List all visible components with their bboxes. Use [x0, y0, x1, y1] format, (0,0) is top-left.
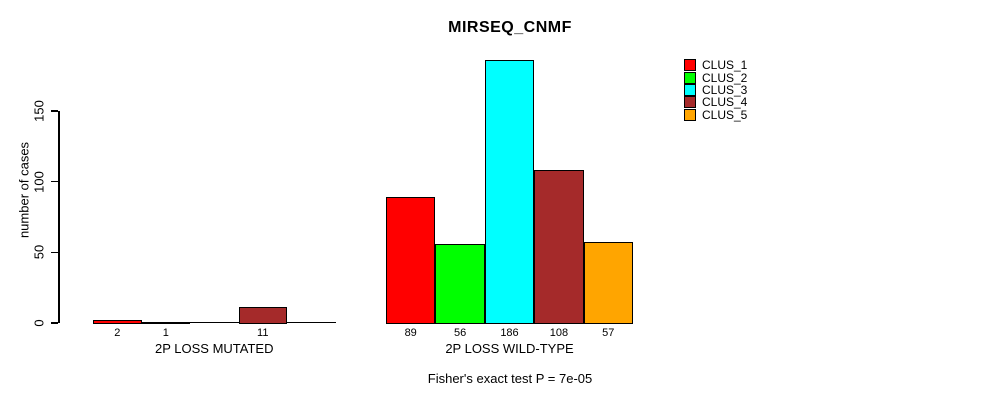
bar-clus-4-group-2 [534, 170, 584, 325]
bar-clus-1-group-1 [93, 320, 142, 325]
bar-value-label: 89 [404, 327, 417, 339]
y-tick-mark [51, 322, 58, 324]
bar-value-label: 57 [602, 327, 615, 339]
legend-swatch-clus-4 [684, 96, 696, 109]
x-axis-baseline [93, 321, 336, 323]
legend-label: CLUS_3 [702, 82, 748, 97]
legend-swatch-clus-3 [684, 83, 696, 96]
bar-clus-2-group-2 [435, 243, 485, 325]
bar-value-label: 56 [453, 327, 467, 339]
y-tick-label: 0 [31, 319, 47, 327]
y-tick-mark [51, 110, 58, 112]
legend-item: CLUS_2 [684, 70, 748, 85]
chart-title: MIRSEQ_CNMF [448, 19, 572, 36]
bar-clus-1-group-2 [386, 197, 436, 325]
bar-clus-4-group-1 [238, 307, 287, 325]
legend: CLUS_1 CLUS_2 CLUS_3 CLUS_4 CLUS_5 [684, 59, 747, 121]
group-label: 2P LOSS MUTATED [155, 341, 274, 356]
legend-item: CLUS_3 [684, 82, 748, 97]
legend-swatch-clus-2 [684, 71, 696, 84]
legend-swatch-clus-1 [684, 59, 696, 72]
bar-clus-3-group-2 [484, 60, 535, 325]
bar-clus-2-group-1 [141, 321, 190, 325]
y-tick-mark [51, 180, 58, 183]
legend-label: CLUS_4 [702, 95, 748, 110]
y-tick-label: 50 [31, 245, 47, 260]
y-tick-mark [51, 251, 58, 254]
group-label: 2P LOSS WILD-TYPE [445, 341, 574, 356]
bar-value-label: 186 [500, 327, 519, 339]
legend-item: CLUS_5 [684, 107, 748, 122]
legend-item: CLUS_1 [684, 58, 748, 73]
bar-value-label: 1 [162, 327, 169, 339]
y-tick-label: 150 [31, 100, 47, 122]
y-axis-label: number of cases [16, 141, 32, 239]
bar-value-label: 2 [114, 327, 121, 339]
legend-label: CLUS_2 [702, 70, 748, 85]
y-axis-line [58, 111, 60, 323]
legend-swatch-clus-5 [684, 108, 696, 121]
legend-label: CLUS_5 [702, 107, 748, 122]
legend-item: CLUS_4 [684, 95, 748, 110]
bar-value-label: 11 [257, 327, 269, 339]
bar-value-label: 108 [549, 327, 569, 339]
legend-label: CLUS_1 [702, 58, 748, 73]
statistical-test-footnote: Fisher's exact test P = 7e-05 [427, 371, 593, 386]
bar-clus-5-group-2 [583, 242, 633, 325]
y-tick-label: 100 [31, 170, 47, 193]
